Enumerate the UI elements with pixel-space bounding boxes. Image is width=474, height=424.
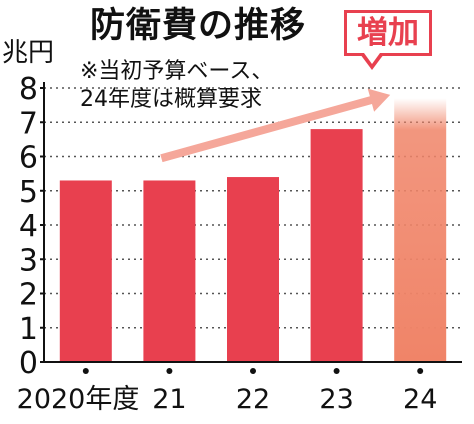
chart-title: 防衛費の推移 [90, 6, 307, 46]
bar [143, 180, 196, 362]
badge-pointer-fill [364, 53, 380, 64]
gridlines [44, 87, 462, 329]
x-tick-dot [333, 368, 340, 374]
x-tick-label: 2020年度 [17, 384, 140, 415]
x-tick-dot [417, 368, 424, 374]
increase-arrow [160, 88, 391, 163]
x-tick-dot [82, 368, 89, 374]
y-tick-label: 6 [19, 141, 38, 176]
y-axis-unit-label: 兆円 [2, 38, 55, 68]
x-tick-label: 23 [319, 384, 353, 415]
y-tick-label: 4 [19, 209, 38, 244]
x-tick-label: 22 [236, 384, 270, 415]
y-tick-label: 5 [19, 175, 38, 210]
axes [40, 82, 462, 374]
y-tick-label: 7 [19, 106, 38, 141]
x-tick-dot [166, 368, 173, 374]
footnote-line-2: 24年度は概算要求 [80, 87, 262, 112]
bar-requested [394, 98, 447, 363]
bar [59, 180, 112, 362]
x-tick-dot [250, 368, 256, 374]
increase-badge: 増加 [344, 10, 432, 56]
bar [310, 129, 363, 362]
x-tick-labels: 2020年度 21 22 23 24 [17, 384, 438, 415]
bar [227, 177, 279, 362]
increase-arrow-shape [160, 88, 391, 163]
footnote: ※当初予算ベース、 24年度は概算要求 [80, 58, 273, 114]
y-tick-label: 2 [19, 278, 38, 313]
x-tick-label: 21 [152, 384, 186, 415]
y-tick-label: 8 [19, 72, 38, 107]
footnote-line-1: ※当初予算ベース、 [80, 59, 274, 84]
y-tick-label: 3 [19, 243, 38, 278]
y-tick-label: 0 [19, 346, 38, 381]
y-tick-label: 1 [19, 312, 38, 347]
x-tick-label: 24 [403, 384, 437, 415]
bars [59, 98, 447, 363]
